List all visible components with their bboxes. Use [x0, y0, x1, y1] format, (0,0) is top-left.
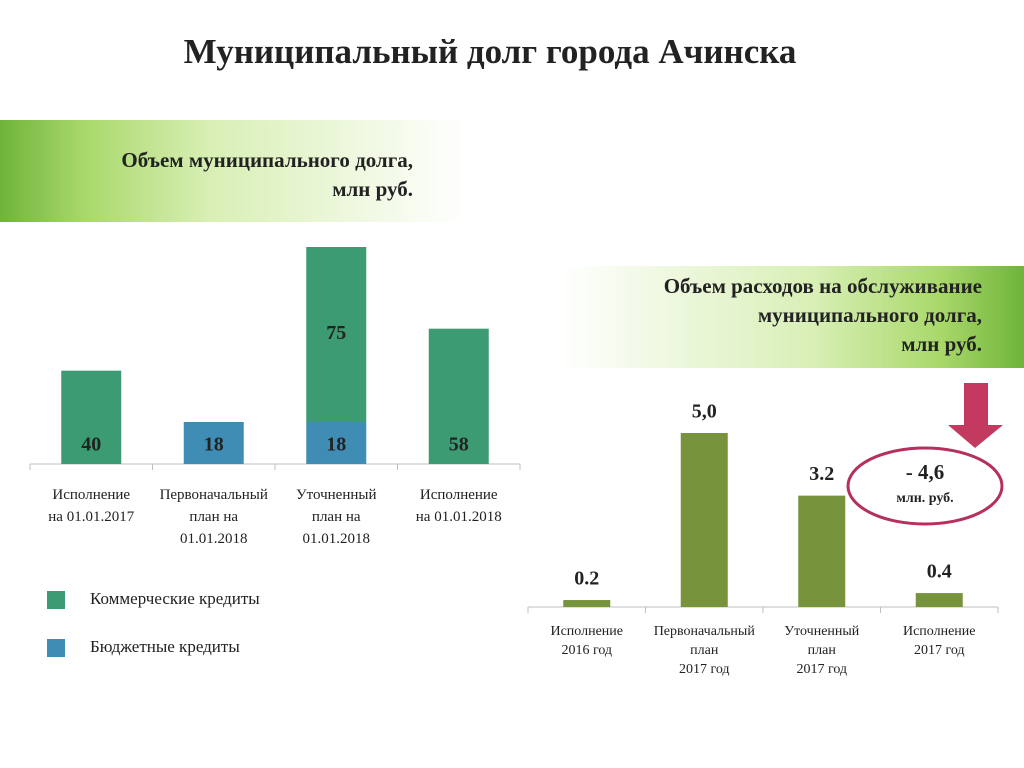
chart-title: Объем расходов на обслуживание муниципал… — [663, 274, 982, 356]
slide-title: Муниципальный долг города Ачинска — [183, 32, 797, 71]
data-label: 0.2 — [574, 568, 599, 590]
chart-title: Объем муниципального долга, млн руб. — [121, 148, 413, 201]
data-label: 18 — [326, 434, 346, 456]
data-label: 40 — [81, 434, 101, 456]
x-tick-label: Уточненный план на 01.01.2018 — [296, 487, 377, 547]
bar — [915, 593, 963, 607]
x-tick-label: Исполнение 2017 год — [902, 624, 976, 658]
x-tick-label: Первоначальный план 2017 год — [653, 624, 755, 677]
x-tick-label: Первоначальный план на 01.01.2018 — [159, 487, 268, 547]
annotation-ring — [846, 446, 1004, 526]
bar-segment — [428, 328, 489, 464]
legend-swatch — [47, 639, 65, 657]
data-label: 58 — [449, 434, 469, 456]
banner — [0, 120, 465, 222]
bar — [563, 600, 611, 607]
x-tick-label: Исполнение 2016 год — [550, 624, 624, 658]
data-label: 0.4 — [927, 561, 952, 583]
data-label: 75 — [326, 322, 346, 344]
bar — [798, 495, 846, 607]
annotation: - 4,6 — [905, 460, 945, 484]
annotation-unit: млн. руб. — [896, 491, 954, 506]
bar-segment — [306, 247, 367, 422]
x-tick-label: Исполнение на 01.01.2017 — [48, 487, 135, 525]
legend-label: Коммерческие кредиты — [90, 589, 260, 608]
data-label: 18 — [204, 434, 224, 456]
bar-segment — [183, 422, 244, 464]
legend-label: Бюджетные кредиты — [90, 637, 240, 656]
bar — [680, 433, 728, 607]
data-label: 5,0 — [692, 401, 717, 423]
bar-segment — [61, 370, 122, 464]
arrow — [948, 383, 1003, 448]
legend-swatch — [47, 591, 65, 609]
bar-segment — [306, 422, 367, 464]
x-tick-label: Исполнение на 01.01.2018 — [415, 487, 502, 525]
x-tick-label: Уточненный план 2017 год — [784, 624, 860, 677]
data-label: 3.2 — [809, 463, 834, 485]
banner — [560, 266, 1024, 368]
